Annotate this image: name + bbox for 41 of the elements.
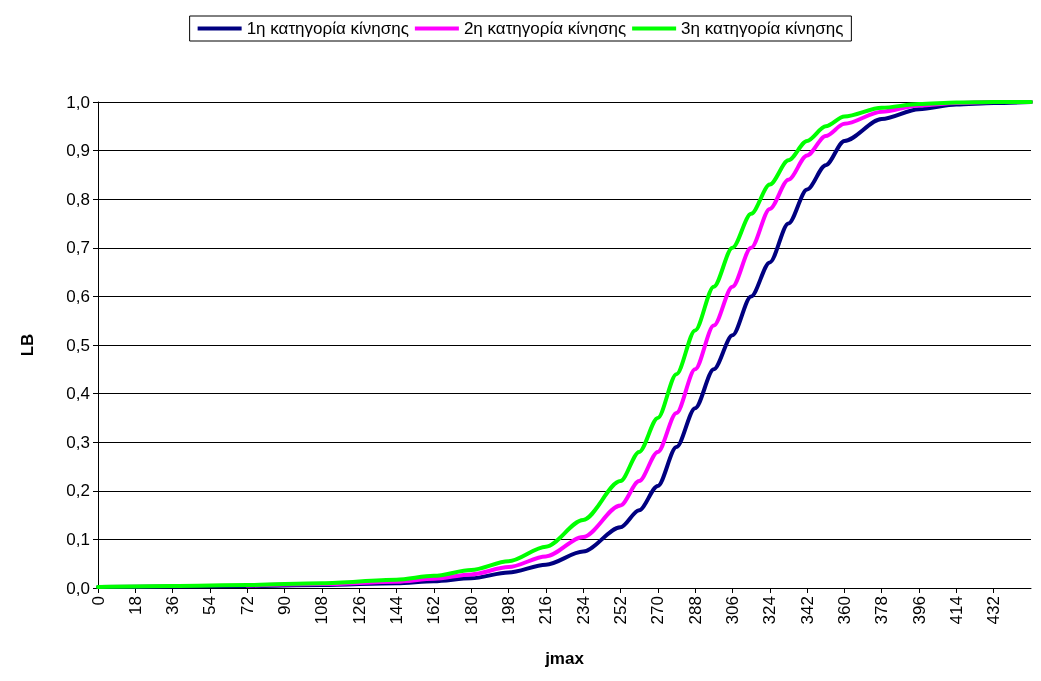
x-tick-label: 198 [499,596,519,625]
x-tick-label: 54 [200,596,220,615]
x-tick-label: 90 [275,596,295,615]
y-tick-label: 0,8 [66,189,90,209]
x-tick-label: 324 [760,596,780,625]
x-axis-title: jmax [544,649,585,668]
x-tick-label: 306 [722,596,742,625]
y-tick-label: 0,6 [66,286,90,306]
x-tick-label: 270 [648,596,668,625]
x-tick-label: 432 [984,596,1004,625]
x-tick-label: 414 [946,596,966,625]
y-tick-label: 0,0 [66,578,90,598]
x-tick-label: 72 [237,596,257,615]
legend-label: 2η κατηγορία κίνησης [463,19,627,38]
y-tick-label: 0,1 [66,529,90,549]
x-tick-label: 378 [872,596,892,625]
y-tick-label: 0,3 [66,432,90,452]
x-tick-label: 396 [909,596,929,625]
x-tick-label: 36 [163,596,183,615]
x-tick-label: 18 [125,596,145,615]
x-tick-label: 180 [461,596,481,625]
x-tick-label: 0 [88,596,108,606]
y-tick-label: 0,5 [66,335,90,355]
x-tick-label: 144 [387,596,407,625]
y-tick-label: 1,0 [66,92,90,112]
x-tick-label: 108 [312,596,332,625]
x-tick-label: 342 [797,596,817,625]
x-tick-label: 234 [573,596,593,625]
legend-label: 3η κατηγορία κίνησης [681,19,844,38]
x-tick-label: 252 [610,596,630,625]
y-axis-title: LB [18,333,37,357]
x-tick-label: 216 [536,596,556,625]
x-tick-label: 162 [424,596,444,625]
y-tick-label: 0,7 [66,238,90,258]
x-tick-label: 126 [349,596,369,625]
y-tick-label: 0,2 [66,481,90,501]
x-tick-label: 288 [685,596,705,625]
legend-label: 1η κατηγορία κίνησης [246,19,409,38]
y-tick-label: 0,9 [66,141,90,161]
x-tick-label: 360 [834,596,854,625]
y-tick-label: 0,4 [66,384,90,404]
